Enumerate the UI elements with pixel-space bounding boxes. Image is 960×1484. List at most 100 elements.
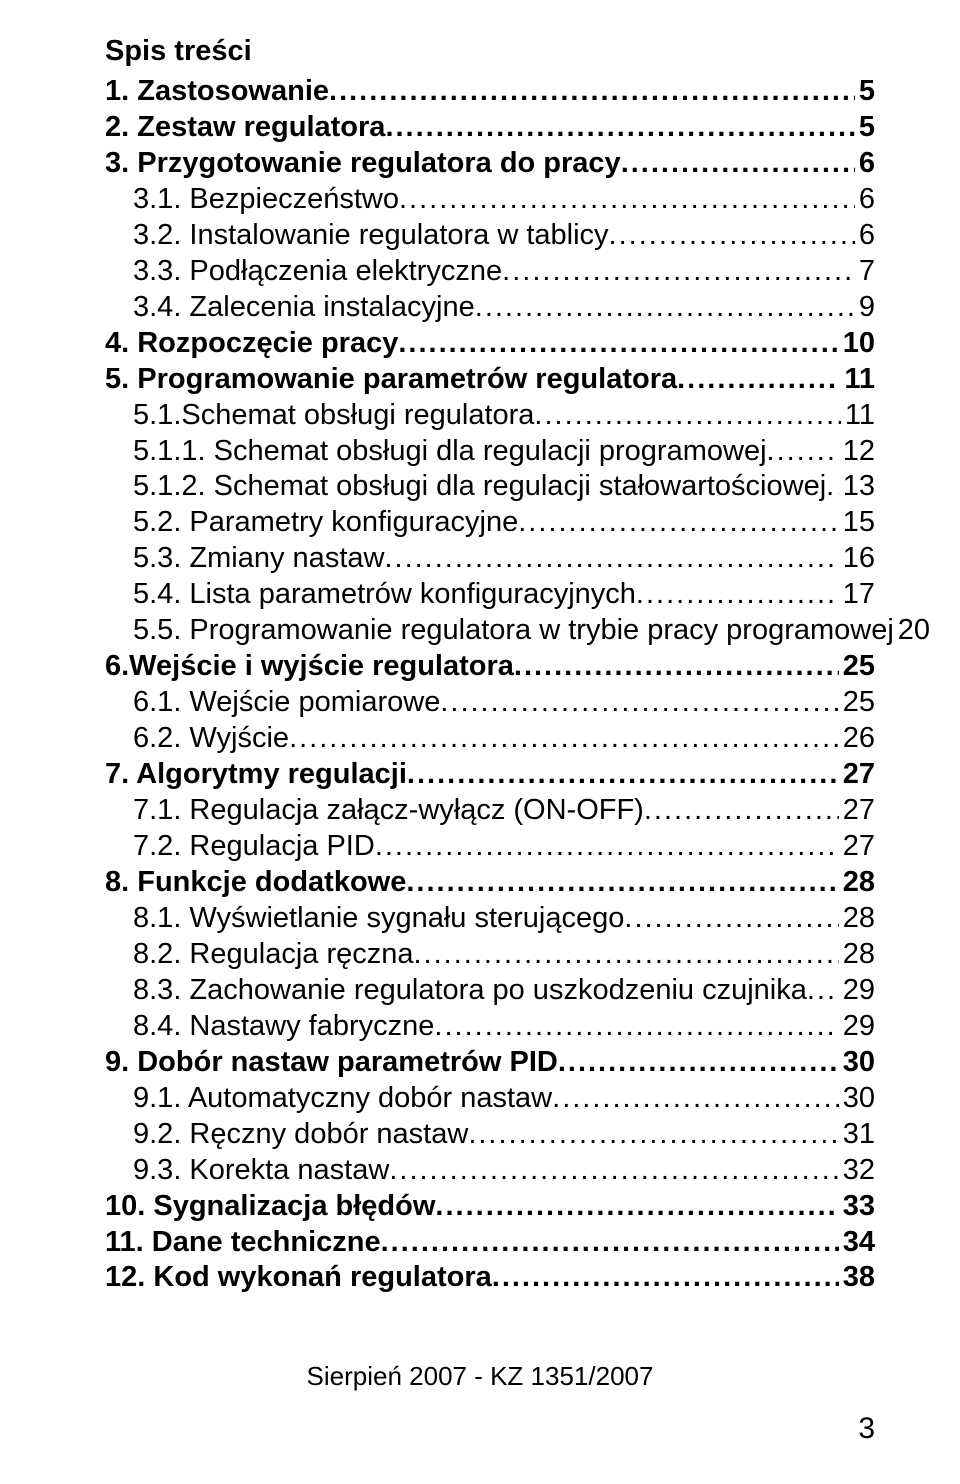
toc-entry: 5.4. Lista parametrów konfiguracyjnych 17 [105,577,875,613]
toc-entry: 5.1.Schemat obsługi regulatora11 [105,398,875,434]
toc-entry: 8. Funkcje dodatkowe28 [105,865,875,901]
toc-leader [518,505,838,541]
toc-entry-label: 3.1. Bezpieczeństwo [133,182,399,218]
toc-entry-page: 29 [839,1009,875,1045]
toc-entry-page: 28 [839,937,875,973]
toc-entry-page: 9 [855,290,875,326]
toc-leader [329,74,855,110]
toc-entry-label: 5.4. Lista parametrów konfiguracyjnych [133,577,636,613]
toc-leader [558,1045,839,1081]
toc-entry-page: 34 [839,1225,875,1261]
page-number: 3 [858,1412,875,1446]
toc-leader [492,1260,839,1296]
toc-entry-label: 7.2. Regulacja PID [133,829,375,865]
toc-entry-label: 6.1. Wejście pomiarowe [133,685,440,721]
toc-entry: 5. Programowanie parametrów regulatora 11 [105,362,875,398]
toc-entry-label: 8.4. Nastawy fabryczne [133,1009,434,1045]
toc-entry-label: 9. Dobór nastaw parametrów PID [105,1045,558,1081]
toc-entry-label: 9.2. Ręczny dobór nastaw [133,1117,468,1153]
toc-leader [399,182,855,218]
toc-entry: 7. Algorytmy regulacji 27 [105,757,875,793]
toc-entry: 9.1. Automatyczny dobór nastaw30 [105,1081,875,1117]
toc-entry-page: 6 [855,218,875,254]
toc-leader [677,362,840,398]
toc-entry: 3.3. Podłączenia elektryczne7 [105,254,875,290]
toc-entry: 12. Kod wykonań regulatora38 [105,1260,875,1296]
toc-entry: 11. Dane techniczne 34 [105,1225,875,1261]
toc-entry-page: 25 [839,649,875,685]
toc-entry-page: 6 [855,146,875,182]
toc-entry: 3.4. Zalecenia instalacyjne9 [105,290,875,326]
toc-entry: 7.1. Regulacja załącz-wyłącz (ON-OFF)27 [105,793,875,829]
toc-entry: 3.1. Bezpieczeństwo6 [105,182,875,218]
toc-entry: 5.2. Parametry konfiguracyjne 15 [105,505,875,541]
toc-entry-page: 27 [839,829,875,865]
toc-entry: 2. Zestaw regulatora 5 [105,110,875,146]
toc-leader [389,1153,838,1189]
toc-entry-page: 11 [840,362,875,398]
toc-entry: 9. Dobór nastaw parametrów PID30 [105,1045,875,1081]
toc-entry: 8.2. Regulacja ręczna28 [105,937,875,973]
toc-list: 1. Zastosowanie52. Zestaw regulatora53. … [105,74,875,1296]
toc-leader [398,326,838,362]
toc-leader [289,721,839,757]
toc-entry: 5.1.2. Schemat obsługi dla regulacji sta… [105,469,875,505]
toc-entry-label: 11. Dane techniczne [105,1225,381,1261]
toc-leader [414,937,839,973]
toc-entry-label: 2. Zestaw regulatora [105,110,385,146]
toc-entry: 8.3. Zachowanie regulatora po uszkodzeni… [105,973,875,1009]
toc-entry-page: 30 [839,1081,875,1117]
toc-entry: 9.3. Korekta nastaw32 [105,1153,875,1189]
toc-entry-label: 3.2. Instalowanie regulatora w tablicy [133,218,609,254]
toc-entry-page: 25 [839,685,875,721]
toc-leader [406,865,838,901]
document-page: Spis treści 1. Zastosowanie52. Zestaw re… [0,0,960,1484]
toc-entry-page: 27 [839,757,875,793]
toc-entry: 5.5. Programowanie regulatora w trybie p… [105,613,875,649]
toc-entry-label: 8.3. Zachowanie regulatora po uszkodzeni… [133,973,807,1009]
toc-leader [514,649,839,685]
toc-entry-label: 10. Sygnalizacja błędów [105,1189,435,1225]
toc-entry-page: 5 [855,110,875,146]
toc-leader [440,685,838,721]
toc-entry-page: 16 [839,541,875,577]
footer-text: Sierpień 2007 - KZ 1351/2007 [0,1361,960,1392]
toc-leader [434,1009,838,1045]
toc-entry-label: 1. Zastosowanie [105,74,329,110]
toc-entry-label: 5.1.2. Schemat obsługi dla regulacji sta… [133,469,826,505]
toc-leader [826,469,839,505]
toc-entry: 3. Przygotowanie regulatora do pracy6 [105,146,875,182]
toc-entry-page: 38 [839,1260,875,1296]
toc-entry: 9.2. Ręczny dobór nastaw31 [105,1117,875,1153]
toc-entry-label: 4. Rozpoczęcie pracy [105,326,398,362]
toc-entry-label: 9.3. Korekta nastaw [133,1153,389,1189]
toc-entry-label: 6.2. Wyjście [133,721,289,757]
toc-leader [475,290,855,326]
toc-entry: 4. Rozpoczęcie pracy10 [105,326,875,362]
toc-entry-page: 28 [839,901,875,937]
toc-entry-label: 7. Algorytmy regulacji [105,757,407,793]
toc-leader [407,757,839,793]
toc-entry: 5.3. Zmiany nastaw16 [105,541,875,577]
toc-entry-page: 26 [839,721,875,757]
toc-entry-label: 5.2. Parametry konfiguracyjne [133,505,518,541]
toc-entry-page: 17 [839,577,875,613]
toc-entry-label: 5. Programowanie parametrów regulatora [105,362,677,398]
toc-entry-page: 15 [839,505,875,541]
toc-entry-page: 5 [855,74,875,110]
toc-entry: 6.Wejście i wyjście regulatora 25 [105,649,875,685]
toc-entry-label: 5.1.Schemat obsługi regulatora [133,398,534,434]
toc-leader [468,1117,838,1153]
toc-leader [435,1189,838,1225]
toc-leader [807,973,839,1009]
toc-entry: 8.4. Nastawy fabryczne 29 [105,1009,875,1045]
toc-entry-label: 8.1. Wyświetlanie sygnału sterującego [133,901,624,937]
toc-leader [644,793,839,829]
toc-entry-label: 6.Wejście i wyjście regulatora [105,649,514,685]
toc-entry-label: 8. Funkcje dodatkowe [105,865,406,901]
toc-leader [381,1225,839,1261]
toc-entry-label: 3.3. Podłączenia elektryczne [133,254,502,290]
toc-title: Spis treści [105,35,875,68]
toc-entry-page: 33 [839,1189,875,1225]
toc-leader [767,434,839,470]
